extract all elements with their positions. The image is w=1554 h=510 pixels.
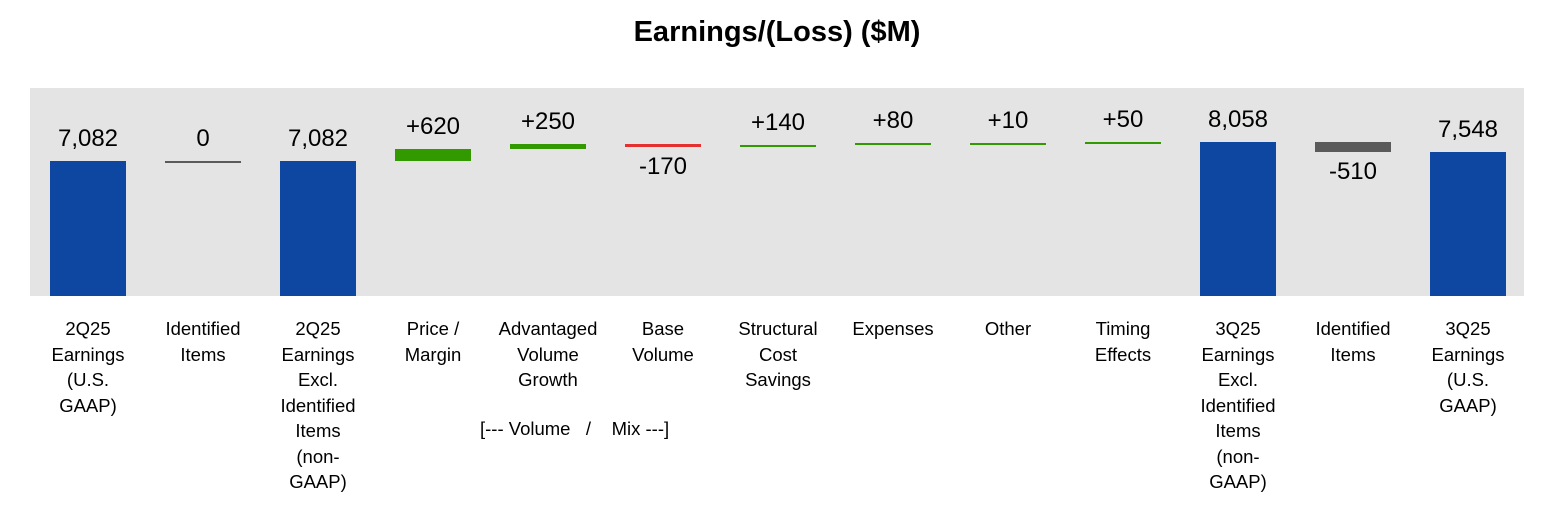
plot-area — [30, 88, 1524, 296]
bar-9 — [1085, 142, 1161, 145]
value-label: 0 — [196, 124, 210, 152]
bar-1 — [165, 160, 241, 163]
bar-11 — [1315, 142, 1391, 152]
value-label: +250 — [520, 108, 576, 136]
category-label: Base Volume — [632, 318, 694, 365]
category-label: 3Q25 Earnings Excl. Identified Items (no… — [1200, 318, 1276, 492]
category-label: Other — [984, 318, 1032, 339]
bar-5 — [625, 144, 701, 148]
group-annotation: [--- Volume / Mix ---] — [480, 418, 670, 439]
category-label: Advantaged Volume Growth — [498, 318, 598, 390]
chart-title: Earnings/(Loss) ($M) — [633, 16, 921, 48]
bar-2 — [280, 160, 356, 296]
bar-4 — [510, 144, 586, 150]
bar-10 — [1200, 142, 1276, 296]
value-label: +80 — [872, 107, 914, 135]
bar-0 — [50, 160, 126, 296]
category-label: Identified Items — [1315, 318, 1391, 365]
value-label: 8,058 — [1207, 106, 1269, 134]
category-label: Identified Items — [165, 318, 241, 365]
category-label: Price / Margin — [404, 318, 462, 365]
bar-7 — [855, 143, 931, 146]
value-label: +50 — [1102, 106, 1144, 134]
category-label: Timing Effects — [1094, 318, 1152, 365]
value-label: -170 — [638, 153, 688, 181]
bar-12 — [1430, 151, 1506, 296]
value-label: -510 — [1328, 157, 1378, 185]
category-label: 3Q25 Earnings (U.S. GAAP) — [1431, 318, 1505, 416]
bar-6 — [740, 144, 816, 148]
category-label: 2Q25 Earnings (U.S. GAAP) — [51, 318, 125, 416]
bar-3 — [395, 149, 471, 161]
value-label: +620 — [405, 113, 461, 141]
value-label: 7,548 — [1437, 115, 1499, 143]
value-label: 7,082 — [57, 124, 119, 152]
value-label: +10 — [987, 107, 1029, 135]
category-label: Structural Cost Savings — [738, 318, 818, 390]
category-label: Expenses — [852, 318, 934, 339]
value-label: 7,082 — [287, 124, 349, 152]
category-label: 2Q25 Earnings Excl. Identified Items (no… — [280, 318, 356, 492]
bar-8 — [970, 143, 1046, 146]
value-label: +140 — [750, 108, 806, 136]
